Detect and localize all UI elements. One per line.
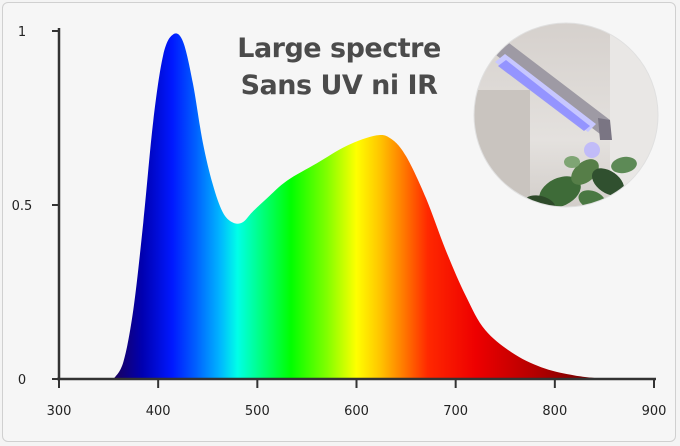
spectrum-area: [113, 33, 605, 379]
chart-title-line-2: Sans UV ni IR: [240, 70, 438, 101]
x-tick-label: 400: [146, 404, 171, 419]
y-tick-label: 0.5: [12, 199, 33, 214]
y-tick-label: 0: [18, 373, 26, 388]
x-tick-label: 500: [245, 404, 270, 419]
x-tick-label: 900: [642, 404, 667, 419]
x-tick-label: 700: [443, 404, 468, 419]
x-tick-label: 300: [47, 404, 72, 419]
chart-title-line-1: Large spectre: [237, 33, 441, 64]
x-tick-label: 600: [344, 404, 369, 419]
x-tick-label: 800: [542, 404, 567, 419]
chart-title: Large spectre Sans UV ni IR: [214, 30, 464, 104]
photo-led-grow-light-over-plant: [473, 22, 659, 208]
y-tick-label: 1: [18, 25, 26, 40]
